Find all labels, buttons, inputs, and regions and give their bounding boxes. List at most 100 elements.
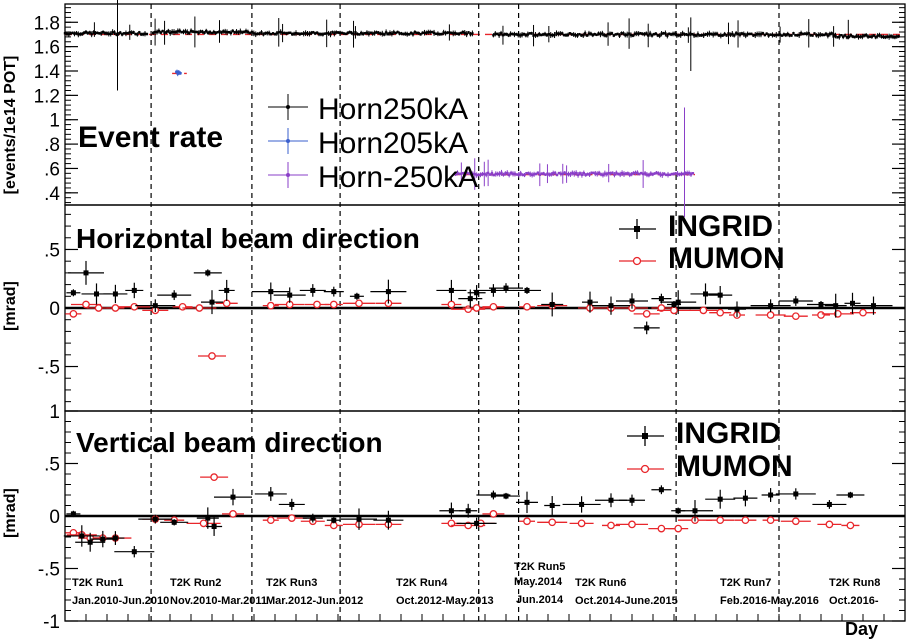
mumon-point xyxy=(355,299,363,308)
ingrid-point xyxy=(112,291,118,297)
event-rate-point xyxy=(625,33,629,36)
event-rate-point xyxy=(394,31,397,35)
event-rate-point xyxy=(132,31,135,34)
event-rate-point xyxy=(596,172,599,176)
event-rate-point xyxy=(594,172,597,175)
event-rate-point xyxy=(465,171,469,175)
event-rate-point xyxy=(453,31,457,35)
y-tick-label: -.5 xyxy=(38,358,60,379)
ingrid-point xyxy=(847,492,853,498)
event-rate-point xyxy=(629,33,633,37)
event-rate-point xyxy=(502,173,505,176)
event-rate-point xyxy=(455,32,459,35)
event-rate-point xyxy=(421,31,424,35)
ingrid-point xyxy=(793,491,799,497)
x-axis-label: Day xyxy=(845,619,878,639)
event-rate-point xyxy=(593,32,596,36)
event-rate-point xyxy=(551,172,555,175)
event-rate-point xyxy=(126,32,130,35)
event-rate-point xyxy=(633,32,637,36)
mumon-point xyxy=(266,301,275,310)
event-rate-point xyxy=(494,32,497,35)
event-rate-point xyxy=(557,171,561,175)
event-rate-point xyxy=(887,35,891,38)
event-rate-point xyxy=(528,32,531,35)
event-rate-point xyxy=(417,31,420,35)
event-rate-point xyxy=(634,171,637,175)
event-rate-point xyxy=(624,33,627,37)
run-period: Nov.2010-Mar.2011 xyxy=(170,595,267,607)
event-rate-point xyxy=(652,33,656,36)
event-rate-point xyxy=(643,33,646,36)
event-rate-point xyxy=(170,30,174,34)
event-rate-point xyxy=(597,32,600,35)
event-rate-point xyxy=(210,31,214,35)
event-rate-point xyxy=(601,32,604,35)
mumon-point xyxy=(716,308,725,317)
event-rate-point xyxy=(308,32,311,36)
event-rate-point xyxy=(264,32,267,35)
event-rate-point xyxy=(65,32,69,36)
event-rate-point xyxy=(861,35,864,38)
ingrid-legend-marker xyxy=(634,226,640,232)
event-rate-point xyxy=(260,31,263,34)
event-rate-point xyxy=(460,172,463,175)
event-rate-point xyxy=(358,33,361,36)
event-rate-point xyxy=(191,30,195,33)
event-rate-point xyxy=(622,172,626,176)
event-rate-point xyxy=(233,31,236,34)
event-rate-point xyxy=(657,172,660,175)
ingrid-point xyxy=(818,301,824,307)
event-rate-point xyxy=(524,34,528,37)
event-rate-point xyxy=(296,32,300,35)
ingrid-point xyxy=(385,517,391,523)
event-rate-legend-marker xyxy=(286,173,290,177)
event-rate-point xyxy=(130,31,133,34)
event-rate-point xyxy=(608,32,612,35)
ingrid-point xyxy=(608,303,614,309)
ingrid-point xyxy=(448,508,454,514)
event-rate-point xyxy=(231,29,234,33)
event-rate-point xyxy=(620,32,623,35)
event-rate-point xyxy=(809,34,812,37)
event-rate-point xyxy=(515,33,518,36)
event-rate-point xyxy=(333,32,336,35)
event-rate-point xyxy=(597,171,601,175)
event-rate-point xyxy=(327,32,330,35)
event-rate-point xyxy=(755,32,759,36)
v-legend-ingrid-label: INGRID xyxy=(676,417,781,450)
event-rate-point xyxy=(63,32,67,35)
event-rate-point xyxy=(115,33,118,36)
event-rate-point xyxy=(201,30,204,33)
event-rate-point xyxy=(94,31,97,35)
event-rate-point xyxy=(467,172,471,175)
event-rate-point xyxy=(79,32,82,36)
event-rate-point xyxy=(824,32,828,36)
ingrid-point xyxy=(171,519,177,525)
event-rate-point xyxy=(675,34,679,37)
event-rate-point xyxy=(161,29,164,33)
event-rate-point xyxy=(457,32,461,36)
event-rate-point xyxy=(530,32,533,35)
event-rate-point xyxy=(486,171,490,175)
event-rate-point xyxy=(178,29,181,33)
event-rate-point xyxy=(250,31,254,34)
event-rate-point xyxy=(67,33,71,36)
event-rate-point xyxy=(568,32,572,35)
event-rate-point xyxy=(654,32,658,35)
mumon-point xyxy=(111,304,120,312)
event-rate-point xyxy=(670,172,674,176)
event-rate-point xyxy=(876,34,879,37)
event-rate-point xyxy=(141,33,145,36)
ingrid-point xyxy=(503,493,509,499)
event-rate-point xyxy=(363,32,367,35)
event-rate-point xyxy=(849,34,853,37)
event-rate-point xyxy=(648,32,652,35)
event-rate-point xyxy=(799,32,803,35)
ingrid-point xyxy=(87,539,93,545)
event-rate-point xyxy=(496,32,499,36)
event-rate-point xyxy=(145,32,149,36)
event-rate-point xyxy=(775,33,778,37)
event-rate-point xyxy=(120,33,124,36)
event-rate-point xyxy=(519,172,522,175)
